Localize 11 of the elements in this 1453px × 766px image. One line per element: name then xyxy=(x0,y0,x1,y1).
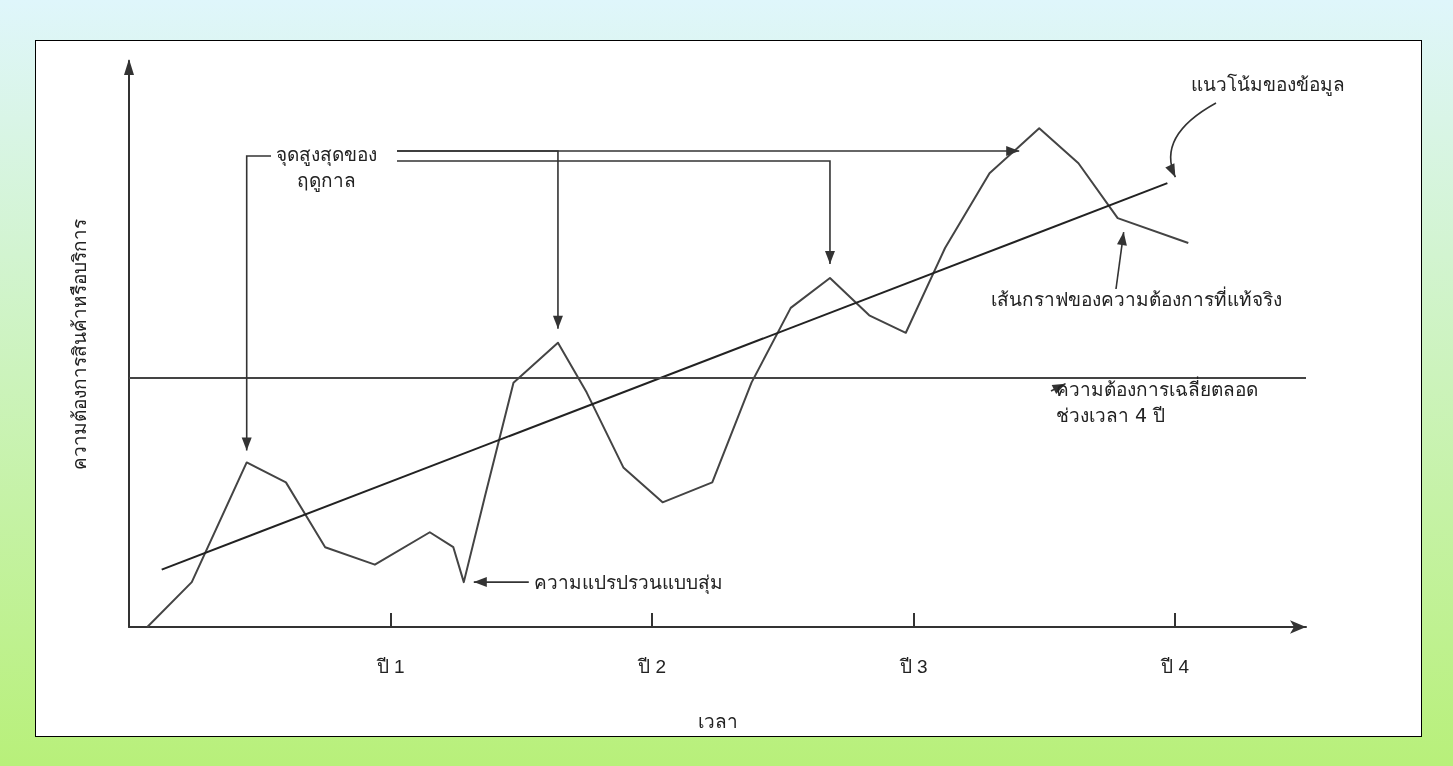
ref-line-label: ความต้องการเฉลี่ยตลอด ช่วงเวลา 4 ปี xyxy=(1056,376,1258,428)
annotation: เส้นกราฟของความต้องการที่แท้จริง xyxy=(991,286,1282,312)
y-axis-title: ความต้องการสินค้าหรือบริการ xyxy=(69,218,90,470)
annotation: ความแปรปรวนแบบสุ่ม xyxy=(533,570,723,596)
x-tick-label: ปี 3 xyxy=(898,656,928,677)
x-tick-label: ปี 1 xyxy=(375,656,405,677)
x-tick-label: ปี 2 xyxy=(637,656,667,677)
annotation: จุดสูงสุดของ ฤดูกาล xyxy=(276,142,377,193)
text: แนวโน้มของข้อมูล xyxy=(1191,72,1345,97)
x-axis-title: เวลา xyxy=(697,711,738,732)
x-tick-label: ปี 4 xyxy=(1160,656,1190,677)
